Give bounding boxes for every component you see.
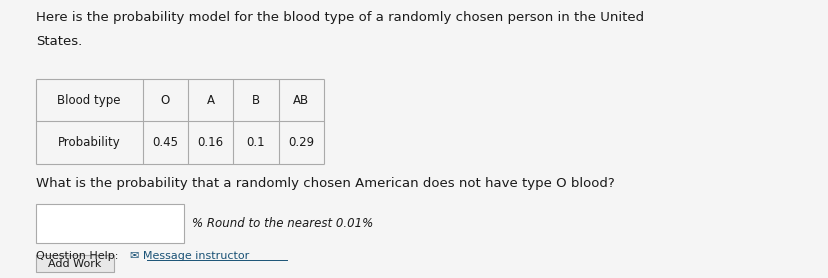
Text: 0.45: 0.45 bbox=[152, 136, 178, 149]
Text: A: A bbox=[206, 94, 214, 107]
Text: B: B bbox=[252, 94, 260, 107]
Text: 0.16: 0.16 bbox=[197, 136, 224, 149]
Text: ✉ Message instructor: ✉ Message instructor bbox=[130, 251, 249, 261]
FancyBboxPatch shape bbox=[36, 204, 184, 242]
Text: Here is the probability model for the blood type of a randomly chosen person in : Here is the probability model for the bl… bbox=[36, 11, 643, 24]
Text: Add Work: Add Work bbox=[48, 259, 101, 269]
Text: Question Help:: Question Help: bbox=[36, 251, 118, 261]
Text: 0.29: 0.29 bbox=[288, 136, 314, 149]
Text: Probability: Probability bbox=[58, 136, 120, 149]
FancyBboxPatch shape bbox=[36, 255, 113, 272]
Text: Blood type: Blood type bbox=[57, 94, 121, 107]
Text: O: O bbox=[161, 94, 170, 107]
Text: States.: States. bbox=[36, 36, 82, 48]
Text: AB: AB bbox=[293, 94, 309, 107]
Text: What is the probability that a randomly chosen American does not have type O blo: What is the probability that a randomly … bbox=[36, 177, 614, 190]
Text: 0.1: 0.1 bbox=[247, 136, 265, 149]
Text: % Round to the nearest 0.01%: % Round to the nearest 0.01% bbox=[192, 217, 373, 230]
